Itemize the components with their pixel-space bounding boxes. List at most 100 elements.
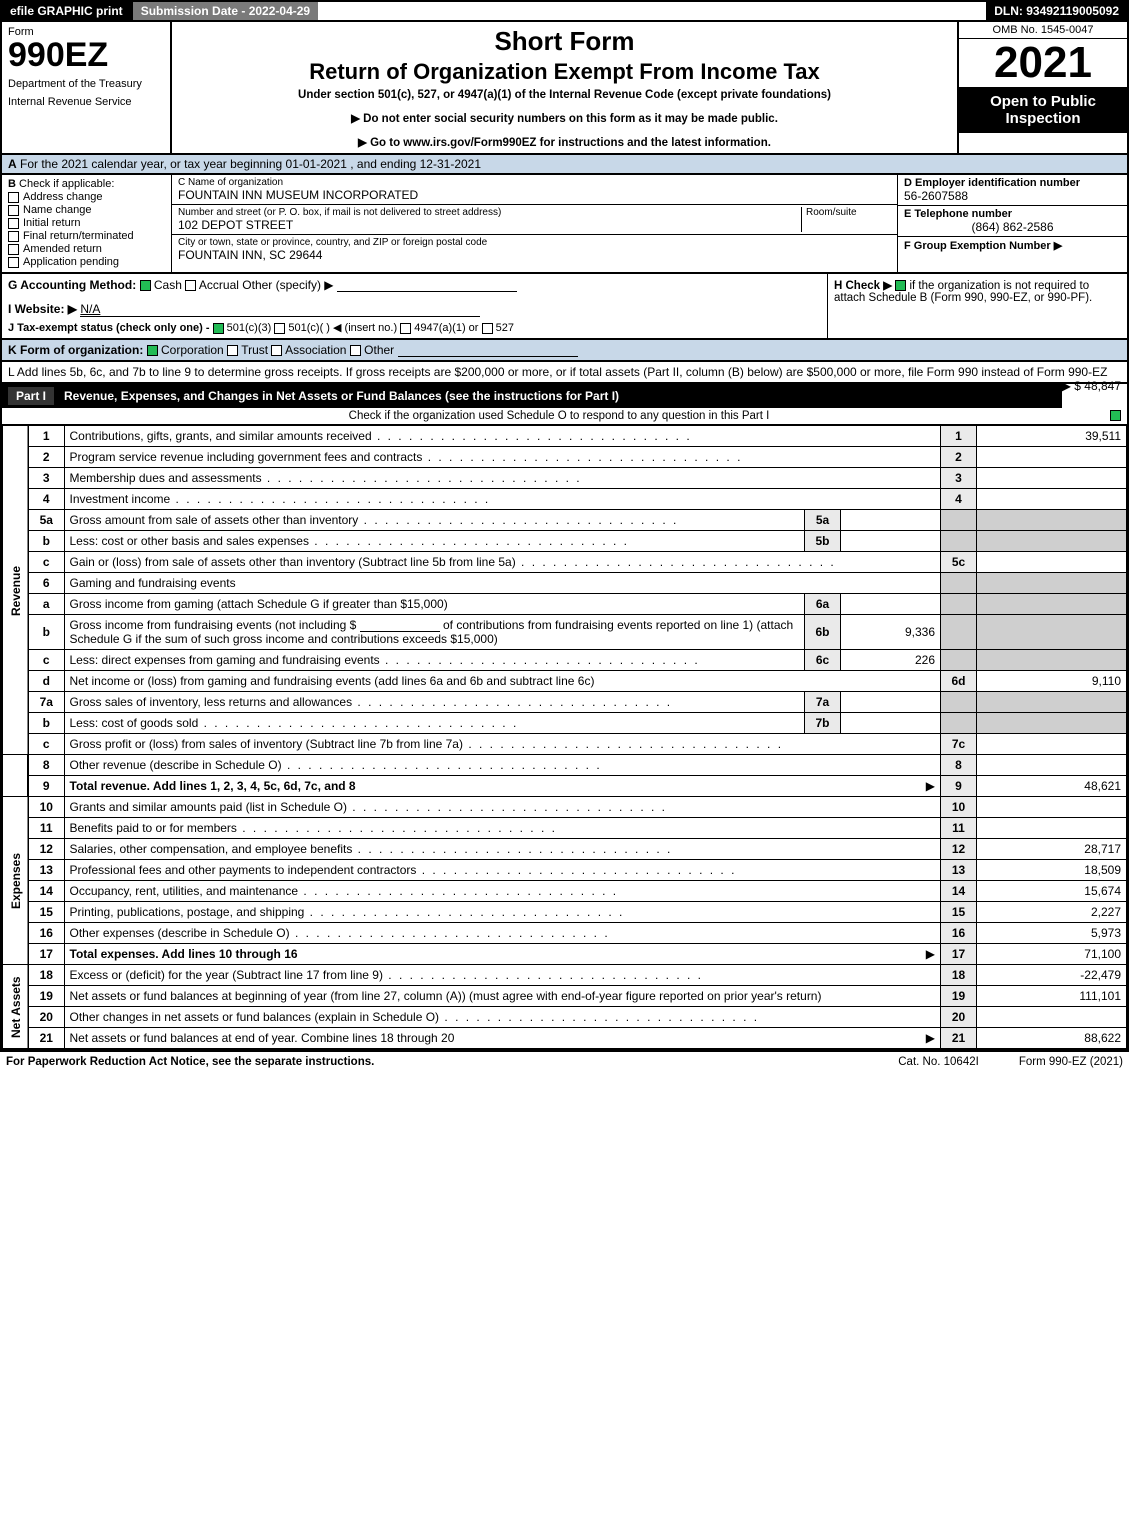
line-amount: -22,479 xyxy=(977,965,1127,986)
line-num: 17 xyxy=(28,944,64,965)
ssn-warning: ▶ Do not enter social security numbers o… xyxy=(178,111,951,125)
header-left: Form 990EZ Department of the Treasury In… xyxy=(2,22,172,153)
row-g: G Accounting Method: Cash Accrual Other … xyxy=(8,278,821,292)
submission-date: Submission Date - 2022-04-29 xyxy=(131,2,318,20)
table-row: 13 Professional fees and other payments … xyxy=(3,860,1127,881)
short-form-title: Short Form xyxy=(178,26,951,57)
table-row: 8 Other revenue (describe in Schedule O)… xyxy=(3,755,1127,776)
chk-application-pending[interactable]: Application pending xyxy=(8,256,165,268)
checkbox-icon[interactable] xyxy=(8,192,19,203)
chk-initial-return[interactable]: Initial return xyxy=(8,217,165,229)
side-blank xyxy=(3,755,29,797)
sub-num: 5a xyxy=(805,510,841,531)
checkbox-assoc-icon[interactable] xyxy=(271,345,282,356)
form-ref: Form 990-EZ (2021) xyxy=(1019,1056,1123,1068)
addr-label: Number and street (or P. O. box, if mail… xyxy=(178,207,801,218)
city-label: City or town, state or province, country… xyxy=(178,237,891,248)
line-desc: Net assets or fund balances at end of ye… xyxy=(70,1031,455,1045)
line-num: 4 xyxy=(28,489,64,510)
checkbox-h-icon[interactable] xyxy=(895,280,906,291)
checkbox-icon[interactable] xyxy=(8,231,19,242)
header-right: OMB No. 1545-0047 2021 Open to Public In… xyxy=(957,22,1127,153)
line-amount: 5,973 xyxy=(977,923,1127,944)
checkbox-cash-icon[interactable] xyxy=(140,280,151,291)
line-desc: Investment income xyxy=(70,492,491,506)
line-ref: 8 xyxy=(941,755,977,776)
g-cash: Cash xyxy=(154,278,182,292)
checkbox-icon[interactable] xyxy=(8,257,19,268)
grey-cell xyxy=(977,713,1127,734)
chk-amended-return[interactable]: Amended return xyxy=(8,243,165,255)
efile-label: efile GRAPHIC print xyxy=(2,2,131,20)
tax-year: 2021 xyxy=(959,39,1127,87)
part-i-header: Part I Revenue, Expenses, and Changes in… xyxy=(2,384,1062,408)
line-amount: 88,622 xyxy=(977,1028,1127,1049)
row-k: K Form of organization: Corporation Trus… xyxy=(0,340,1129,362)
chk-address-change[interactable]: Address change xyxy=(8,191,165,203)
row-e: E Telephone number (864) 862-2586 xyxy=(898,206,1127,237)
line-desc: Total expenses. Add lines 10 through 16 xyxy=(70,947,298,961)
checkbox-accrual-icon[interactable] xyxy=(185,280,196,291)
checkbox-corp-icon[interactable] xyxy=(147,345,158,356)
sub-val: 226 xyxy=(841,650,941,671)
grey-cell xyxy=(941,510,977,531)
line-amount xyxy=(977,1007,1127,1028)
checkbox-501c-icon[interactable] xyxy=(274,323,285,334)
line-desc: Professional fees and other payments to … xyxy=(70,863,737,877)
line-desc: Gross profit or (loss) from sales of inv… xyxy=(70,737,784,751)
checkbox-icon[interactable] xyxy=(8,244,19,255)
line-desc: Less: direct expenses from gaming and fu… xyxy=(70,653,700,667)
line-num: 16 xyxy=(28,923,64,944)
checkbox-4947-icon[interactable] xyxy=(400,323,411,334)
arrow-icon: ▶ xyxy=(926,947,935,961)
line-desc: Gaming and fundraising events xyxy=(64,573,941,594)
checkbox-trust-icon[interactable] xyxy=(227,345,238,356)
line-ref: 19 xyxy=(941,986,977,1007)
line-ref: 4 xyxy=(941,489,977,510)
checkbox-other-icon[interactable] xyxy=(350,345,361,356)
table-row: 9 Total revenue. Add lines 1, 2, 3, 4, 5… xyxy=(3,776,1127,797)
goto-link[interactable]: ▶ Go to www.irs.gov/Form990EZ for instru… xyxy=(178,135,951,149)
table-row: 2 Program service revenue including gove… xyxy=(3,447,1127,468)
table-row: 14 Occupancy, rent, utilities, and maint… xyxy=(3,881,1127,902)
line-num: c xyxy=(28,734,64,755)
website-value: N/A xyxy=(80,302,480,317)
checkbox-527-icon[interactable] xyxy=(482,323,493,334)
grey-cell xyxy=(977,615,1127,650)
sub-num: 7b xyxy=(805,713,841,734)
form-number: 990EZ xyxy=(8,38,164,72)
table-row: 16 Other expenses (describe in Schedule … xyxy=(3,923,1127,944)
blank-6b[interactable] xyxy=(360,620,440,632)
chk-final-return[interactable]: Final return/terminated xyxy=(8,230,165,242)
checkbox-icon[interactable] xyxy=(8,218,19,229)
line-amount xyxy=(977,468,1127,489)
table-row: 11 Benefits paid to or for members 11 xyxy=(3,818,1127,839)
checkbox-501c3-icon[interactable] xyxy=(213,323,224,334)
grey-cell xyxy=(941,531,977,552)
k-label: K Form of organization: xyxy=(8,343,143,357)
k-assoc: Association xyxy=(285,343,346,357)
sub-val xyxy=(841,713,941,734)
row-j: J Tax-exempt status (check only one) - 5… xyxy=(8,321,821,334)
other-blank[interactable] xyxy=(337,280,517,292)
street-address: 102 DEPOT STREET xyxy=(178,218,801,232)
line-num: 7a xyxy=(28,692,64,713)
line-desc: Membership dues and assessments xyxy=(70,471,582,485)
under-section: Under section 501(c), 527, or 4947(a)(1)… xyxy=(178,89,951,101)
chk-name-change[interactable]: Name change xyxy=(8,204,165,216)
dept-irs: Internal Revenue Service xyxy=(8,96,164,108)
line-num: 18 xyxy=(28,965,64,986)
cat-no: Cat. No. 10642I xyxy=(898,1056,979,1068)
opt-initial-return: Initial return xyxy=(23,217,80,229)
line-desc: Salaries, other compensation, and employ… xyxy=(70,842,673,856)
table-row: 12 Salaries, other compensation, and emp… xyxy=(3,839,1127,860)
dept-treasury: Department of the Treasury xyxy=(8,78,164,90)
grey-cell xyxy=(941,692,977,713)
checkbox-icon[interactable] xyxy=(8,205,19,216)
k-other-blank[interactable] xyxy=(398,345,578,357)
checkbox-schedule-o-icon[interactable] xyxy=(1110,410,1121,421)
line-desc: Benefits paid to or for members xyxy=(70,821,557,835)
table-row: 3 Membership dues and assessments 3 xyxy=(3,468,1127,489)
col-def: D Employer identification number 56-2607… xyxy=(897,175,1127,272)
c-name-row: C Name of organization FOUNTAIN INN MUSE… xyxy=(172,175,897,205)
